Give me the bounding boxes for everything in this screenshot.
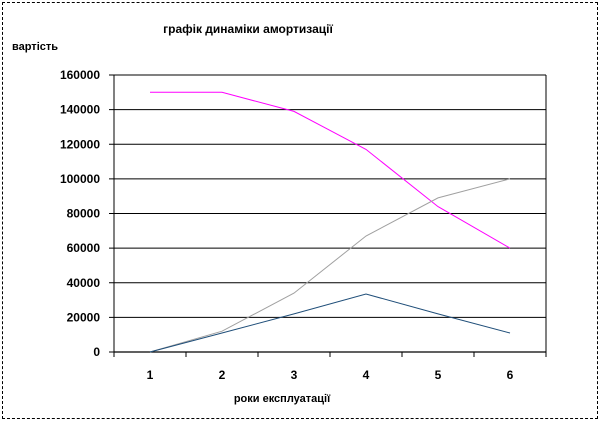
x-tick-label: 1 — [147, 368, 154, 382]
y-tick-label: 80000 — [67, 207, 101, 221]
y-tick-label: 40000 — [67, 276, 101, 290]
y-tick-label: 60000 — [67, 241, 101, 255]
series-line-1 — [150, 91, 511, 249]
y-tick-label: 140000 — [60, 103, 100, 117]
axes — [109, 74, 547, 357]
x-tick-labels: 1 2 3 4 5 6 — [147, 368, 514, 382]
series-lines — [149, 91, 511, 353]
y-tick-label: 120000 — [60, 137, 100, 151]
x-tick-label: 4 — [363, 368, 370, 382]
gridlines — [114, 74, 546, 318]
y-tick-label: 160000 — [60, 68, 100, 82]
series-line-3 — [149, 293, 511, 353]
x-tick-label: 3 — [291, 368, 298, 382]
x-tick-label: 2 — [219, 368, 226, 382]
y-tick-labels: 0 20000 40000 60000 80000 100000 120000 140000 1… — [60, 68, 100, 359]
x-axis-label: роки експлуатації — [234, 393, 331, 405]
x-tick-label: 5 — [435, 368, 442, 382]
y-tick-label: 100000 — [60, 172, 100, 186]
chart-title: графік динаміки амортизації — [163, 22, 333, 36]
chart-frame — [2, 2, 598, 419]
y-axis-label: вартість — [12, 41, 58, 53]
y-tick-label: 0 — [93, 345, 100, 359]
y-tick-label: 20000 — [67, 310, 101, 324]
series-line-2 — [149, 178, 511, 353]
x-tick-label: 6 — [507, 368, 514, 382]
